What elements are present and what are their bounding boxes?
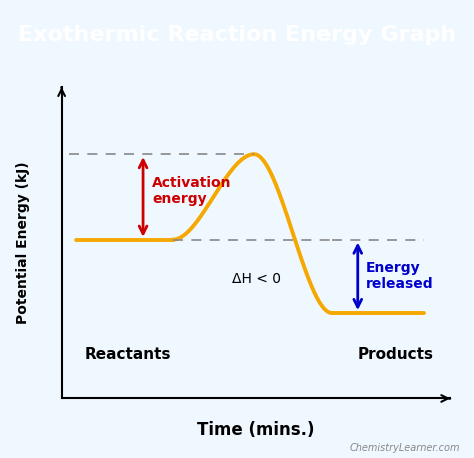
Text: Exothermic Reaction Energy Graph: Exothermic Reaction Energy Graph [18,26,456,45]
Text: Products: Products [358,347,434,362]
Text: ChemistryLearner.com: ChemistryLearner.com [349,443,460,453]
Text: Activation
energy: Activation energy [152,176,232,206]
Text: Potential Energy (kJ): Potential Energy (kJ) [16,161,30,324]
Text: Time (mins.): Time (mins.) [197,420,315,439]
Text: Reactants: Reactants [84,347,171,362]
Text: Energy
released: Energy released [366,261,434,291]
Text: ΔH < 0: ΔH < 0 [232,273,281,286]
